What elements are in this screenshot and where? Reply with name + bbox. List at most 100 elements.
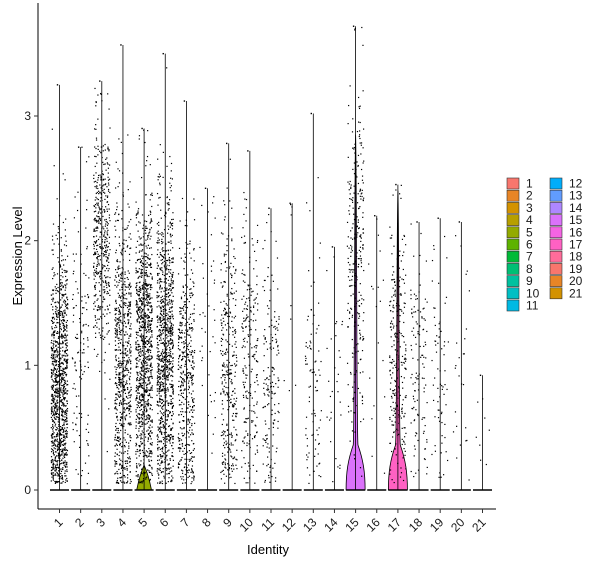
data-point [51, 384, 53, 387]
data-point [51, 408, 53, 410]
data-point [191, 456, 193, 458]
data-point [188, 404, 190, 406]
data-point [81, 146, 83, 148]
data-point [54, 444, 56, 446]
data-point [102, 253, 104, 255]
data-point [66, 278, 68, 281]
data-point [193, 319, 195, 321]
data-point [124, 451, 126, 453]
data-point [128, 305, 130, 307]
data-point [62, 440, 64, 442]
data-point [63, 324, 65, 327]
data-point [164, 310, 166, 312]
data-point [114, 461, 117, 463]
data-point [162, 261, 164, 264]
data-point [159, 324, 161, 326]
data-point [138, 465, 141, 467]
data-point [52, 452, 54, 455]
data-point [151, 442, 153, 444]
data-point [115, 429, 117, 431]
data-point [188, 359, 191, 361]
data-point [66, 325, 68, 327]
data-point [119, 374, 121, 376]
data-point [129, 404, 131, 406]
data-point [169, 329, 171, 331]
data-point [97, 94, 99, 96]
data-point [58, 425, 60, 427]
data-point [164, 326, 166, 329]
data-point [123, 247, 125, 249]
data-point [72, 298, 74, 300]
data-point [171, 287, 173, 289]
data-point [202, 277, 205, 279]
data-point [145, 423, 147, 425]
data-point [148, 214, 150, 217]
data-point [145, 450, 147, 452]
data-point [141, 384, 144, 387]
data-point [136, 467, 138, 469]
data-point [144, 353, 147, 355]
data-point [124, 289, 126, 291]
data-point [172, 371, 174, 373]
data-point [123, 411, 126, 413]
data-point [184, 482, 186, 484]
data-point [145, 401, 147, 403]
data-point [97, 148, 99, 151]
data-point [121, 209, 123, 212]
data-point [115, 439, 118, 441]
data-point [170, 299, 173, 302]
data-point [161, 255, 163, 257]
data-point [115, 309, 118, 311]
data-point [140, 350, 142, 352]
data-point [59, 455, 61, 457]
data-point [53, 447, 55, 449]
data-point [151, 426, 153, 428]
data-point [138, 430, 140, 432]
data-point [66, 431, 68, 433]
data-point [100, 197, 102, 199]
data-point [178, 329, 181, 331]
data-point [136, 357, 139, 359]
data-point [169, 328, 171, 330]
data-point [142, 345, 144, 347]
data-point [53, 436, 55, 438]
data-point [56, 449, 59, 452]
data-point [147, 451, 149, 453]
data-point [141, 250, 143, 252]
data-point [121, 254, 123, 256]
data-point [136, 371, 138, 373]
data-point [50, 371, 53, 374]
data-point [55, 324, 57, 327]
data-point [156, 355, 158, 357]
data-point [157, 441, 159, 443]
data-point [186, 286, 189, 288]
data-point [146, 304, 149, 306]
data-point [60, 320, 63, 322]
data-point [119, 383, 121, 385]
data-point [166, 375, 168, 377]
data-point [149, 258, 151, 260]
data-point [187, 374, 189, 377]
data-point [97, 353, 99, 355]
data-point [128, 272, 130, 274]
data-point [57, 401, 59, 404]
data-point [161, 333, 163, 335]
data-point [124, 322, 127, 324]
data-point [165, 342, 167, 344]
data-point [59, 428, 62, 431]
data-point [188, 392, 190, 394]
data-point [58, 454, 60, 457]
data-point [56, 412, 58, 415]
data-point [139, 311, 141, 313]
data-point [106, 224, 109, 226]
data-point [93, 348, 96, 351]
data-point [169, 362, 171, 365]
data-point [165, 451, 167, 453]
data-point [123, 444, 126, 447]
data-point [62, 388, 64, 390]
data-point [158, 372, 160, 375]
data-point [53, 422, 55, 424]
data-point [158, 459, 161, 461]
data-point [185, 463, 187, 465]
data-point [156, 262, 158, 264]
